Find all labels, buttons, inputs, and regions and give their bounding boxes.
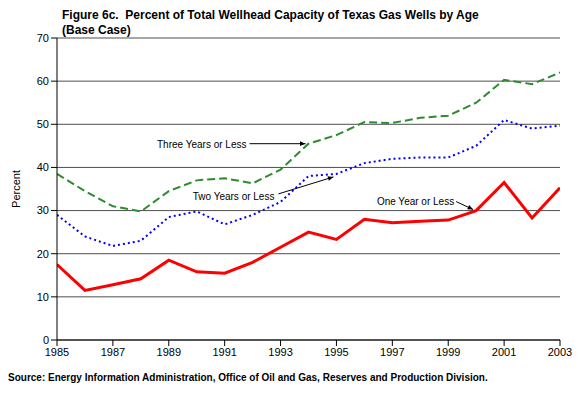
svg-text:2001: 2001 (492, 346, 516, 358)
svg-text:40: 40 (37, 161, 49, 173)
svg-text:1995: 1995 (324, 346, 348, 358)
html-text:Source: Energy Information Adm: Source: Energy Information Administratio… (8, 372, 488, 383)
svg-text:0: 0 (43, 334, 49, 346)
svg-text:10: 10 (37, 291, 49, 303)
svg-text:70: 70 (37, 32, 49, 44)
html-text:Figure 6c. Percent of Total We: Figure 6c. Percent of Total Wellhead Cap… (62, 8, 483, 37)
svg-text:Percent: Percent (10, 170, 22, 208)
svg-text:1991: 1991 (212, 346, 236, 358)
svg-text:Two Years or Less: Two Years or Less (193, 191, 275, 202)
svg-text:30: 30 (37, 204, 49, 216)
svg-text:1989: 1989 (157, 346, 181, 358)
svg-text:2003: 2003 (548, 346, 569, 358)
svg-text:60: 60 (37, 75, 49, 87)
svg-text:1993: 1993 (268, 346, 292, 358)
svg-text:1997: 1997 (380, 346, 404, 358)
svg-text:1999: 1999 (436, 346, 460, 358)
svg-text:1987: 1987 (101, 346, 125, 358)
svg-text:50: 50 (37, 118, 49, 130)
svg-text:1985: 1985 (45, 346, 69, 358)
svg-text:One Year or Less: One Year or Less (377, 196, 454, 207)
svg-text:Three Years or Less: Three Years or Less (157, 139, 247, 150)
svg-text:20: 20 (37, 248, 49, 260)
